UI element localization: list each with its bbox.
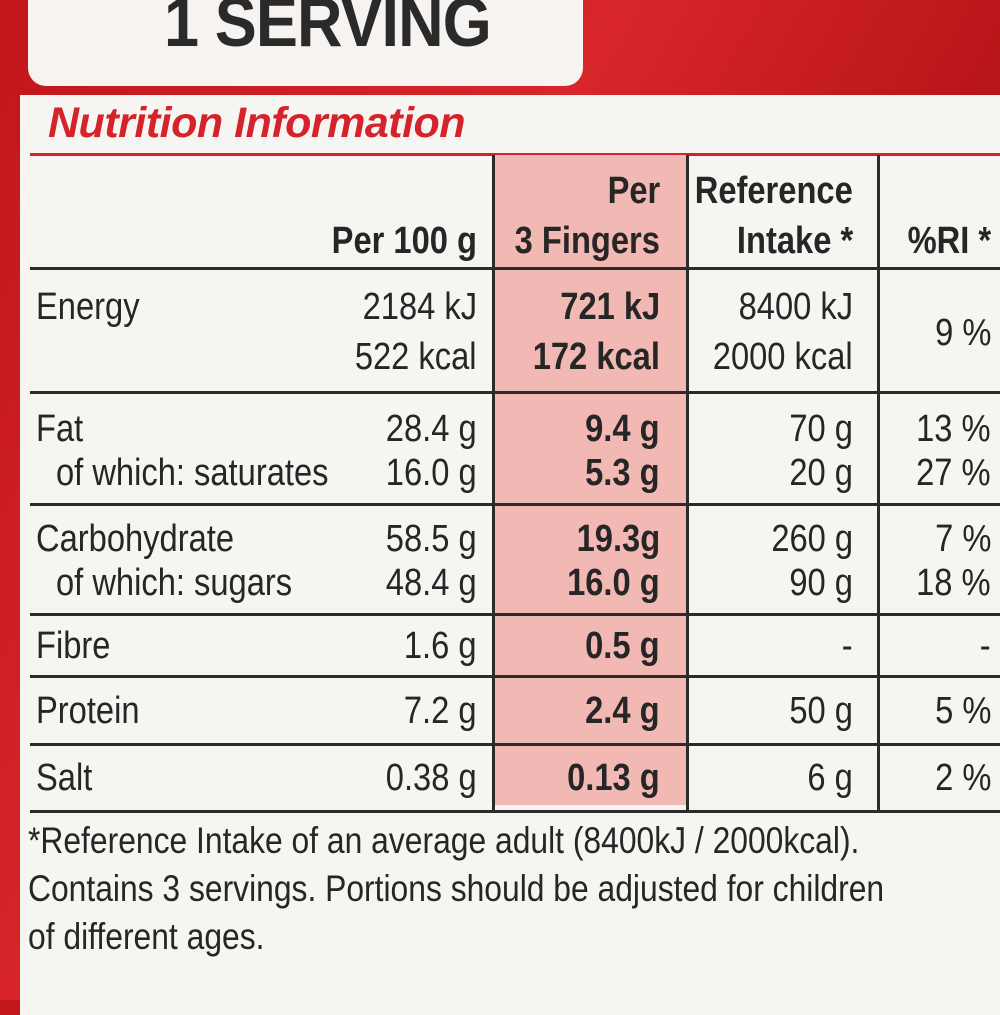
column-divider [686, 155, 689, 810]
carbohydrate-ri: 260 g [771, 518, 853, 560]
header-ri-line1: Reference [694, 170, 853, 212]
energy-kcal-per3: 172 kcal [532, 336, 660, 378]
row-divider [30, 267, 1000, 270]
saturates-pct-ri: 27 % [916, 452, 991, 494]
protein-ri: 50 g [789, 690, 853, 732]
header-per-serving-line2: 3 Fingers [514, 220, 660, 262]
sugars-per100: 48.4 g [386, 562, 477, 604]
fibre-pct-ri: - [980, 625, 991, 667]
energy-pct-ri: 9 % [934, 312, 991, 354]
row-label-salt: Salt [36, 757, 93, 799]
carbohydrate-per100: 58.5 g [386, 518, 477, 560]
carbohydrate-per3: 19.3g [576, 518, 660, 560]
sugars-ri: 90 g [789, 562, 853, 604]
serving-label-box: 1 SERVING [28, 0, 583, 86]
fat-pct-ri: 13 % [916, 408, 991, 450]
salt-per3: 0.13 g [567, 757, 660, 799]
row-label-fibre: Fibre [36, 625, 111, 667]
fibre-ri: - [842, 625, 853, 667]
row-label-carbohydrate: Carbohydrate [36, 518, 235, 560]
row-label-energy: Energy [36, 286, 140, 328]
serving-label: 1 SERVING [164, 0, 492, 61]
fat-per100: 28.4 g [386, 408, 477, 450]
fibre-per3: 0.5 g [585, 625, 660, 667]
footnote: *Reference Intake of an average adult (8… [28, 817, 974, 961]
row-divider [30, 613, 1000, 616]
row-divider [30, 391, 1000, 394]
row-divider [30, 810, 1000, 813]
salt-per100: 0.38 g [386, 757, 477, 799]
fat-per3: 9.4 g [585, 408, 660, 450]
saturates-per100: 16.0 g [386, 452, 477, 494]
title-rule [30, 153, 1000, 156]
protein-per3: 2.4 g [585, 690, 660, 732]
row-label-sugars: of which: sugars [56, 562, 293, 604]
energy-kcal-ri: 2000 kcal [713, 336, 853, 378]
sugars-pct-ri: 18 % [916, 562, 991, 604]
saturates-per3: 5.3 g [585, 452, 660, 494]
row-label-fat: Fat [36, 408, 84, 450]
sugars-per3: 16.0 g [567, 562, 660, 604]
nutrition-panel: Nutrition Information Per 100 g Per 3 Fi… [20, 95, 1000, 1015]
row-divider [30, 675, 1000, 678]
footnote-line: *Reference Intake of an average adult (8… [28, 820, 860, 861]
panel-title: Nutrition Information [48, 99, 466, 147]
column-divider [492, 155, 495, 810]
header-ri-line2: Intake * [736, 220, 853, 262]
footnote-line: of different ages. [28, 916, 265, 957]
saturates-ri: 20 g [789, 452, 853, 494]
row-divider [30, 743, 1000, 746]
salt-pct-ri: 2 % [934, 757, 991, 799]
energy-kcal-per100: 522 kcal [355, 336, 477, 378]
header-per-100g: Per 100 g [331, 220, 477, 262]
energy-kj-ri: 8400 kJ [738, 286, 853, 328]
column-divider [877, 155, 880, 810]
footnote-line: Contains 3 servings. Portions should be … [28, 868, 885, 909]
per-serving-highlight [492, 155, 688, 805]
salt-ri: 6 g [807, 757, 853, 799]
protein-pct-ri: 5 % [934, 690, 991, 732]
row-divider [30, 503, 1000, 506]
row-label-saturates: of which: saturates [56, 452, 329, 494]
carbohydrate-pct-ri: 7 % [934, 518, 991, 560]
energy-kj-per3: 721 kJ [560, 286, 660, 328]
energy-kj-per100: 2184 kJ [362, 286, 477, 328]
fat-ri: 70 g [789, 408, 853, 450]
row-label-protein: Protein [36, 690, 140, 732]
header-per-serving-line1: Per [607, 170, 660, 212]
protein-per100: 7.2 g [404, 690, 477, 732]
fibre-per100: 1.6 g [404, 625, 477, 667]
header-pct-ri: %RI * [907, 220, 991, 262]
